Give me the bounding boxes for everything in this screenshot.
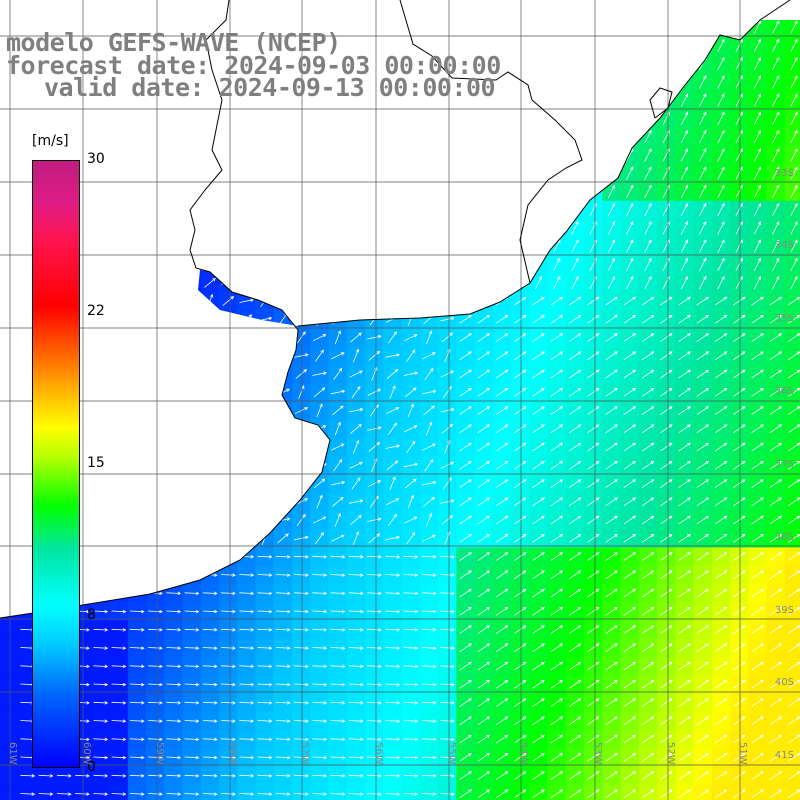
colorbar [32,160,80,768]
lat-label: 37S [774,459,794,470]
colorbar-tick-30: 30 [87,151,105,167]
coastline [0,0,791,619]
lon-label: 58W [227,742,238,765]
lon-label: 51W [737,742,748,765]
lon-label: 52W [665,742,676,765]
lon-label: 55W [446,742,457,765]
colorbar-tick-8: 8 [87,607,96,623]
lon-label: 60W [81,742,92,765]
model-title: modelo GEFS-WAVE (NCEP) [6,28,341,57]
lon-label: 56W [373,742,384,765]
forecast-date: forecast date: 2024-09-03 00:00:00 [6,51,501,80]
colorbar-tick-22: 22 [87,303,105,319]
lat-label: 33S [774,168,794,179]
valid-date: valid date: 2024-09-13 00:00:00 [44,73,496,102]
colorbar-unit: [m/s] [32,133,69,149]
lat-label: 40S [774,677,794,688]
lat-label: 38S [774,532,794,543]
lat-label: 35S [774,313,794,324]
colorbar-tick-15: 15 [87,455,105,471]
lon-label: 57W [299,742,310,765]
colorbar-tick-0: 0 [87,759,96,775]
lon-label: 54W [518,742,529,765]
lat-label: 39S [774,605,794,616]
lat-label: 34S [774,240,794,251]
lat-label: 36S [774,386,794,397]
lon-label: 61W [7,742,18,765]
lon-label: 59W [154,742,165,765]
lon-label: 53W [592,742,603,765]
lat-label: 41S [774,750,794,761]
